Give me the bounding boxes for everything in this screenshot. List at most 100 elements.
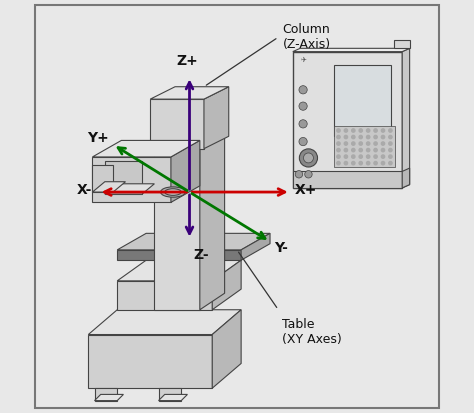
- Polygon shape: [212, 310, 241, 388]
- Polygon shape: [293, 48, 410, 52]
- Ellipse shape: [165, 189, 181, 195]
- Circle shape: [382, 148, 384, 152]
- Circle shape: [359, 129, 363, 132]
- Circle shape: [299, 102, 307, 110]
- Circle shape: [374, 142, 377, 145]
- Circle shape: [337, 135, 340, 139]
- Circle shape: [299, 138, 307, 146]
- Circle shape: [359, 142, 363, 145]
- Circle shape: [366, 148, 370, 152]
- Circle shape: [374, 135, 377, 139]
- Text: Column
(Z-Axis): Column (Z-Axis): [283, 23, 330, 51]
- Polygon shape: [204, 87, 229, 149]
- Circle shape: [359, 161, 363, 165]
- Text: Table
(XY Axes): Table (XY Axes): [283, 318, 342, 346]
- Circle shape: [337, 148, 340, 152]
- Polygon shape: [293, 52, 402, 188]
- Text: X+: X+: [295, 183, 317, 197]
- Polygon shape: [94, 388, 117, 401]
- Circle shape: [389, 148, 392, 152]
- Circle shape: [344, 161, 347, 165]
- Polygon shape: [402, 168, 410, 188]
- Circle shape: [389, 142, 392, 145]
- Polygon shape: [92, 165, 113, 192]
- Polygon shape: [88, 335, 212, 388]
- Circle shape: [374, 148, 377, 152]
- Circle shape: [299, 120, 307, 128]
- Circle shape: [382, 142, 384, 145]
- Polygon shape: [117, 250, 241, 260]
- Polygon shape: [171, 140, 200, 202]
- Circle shape: [344, 142, 347, 145]
- Polygon shape: [212, 260, 241, 310]
- Polygon shape: [105, 184, 155, 194]
- Polygon shape: [155, 120, 225, 136]
- Ellipse shape: [161, 187, 185, 197]
- Circle shape: [352, 155, 355, 158]
- Circle shape: [305, 171, 312, 178]
- Text: Z-: Z-: [194, 248, 209, 262]
- Polygon shape: [117, 260, 241, 281]
- Text: Z+: Z+: [176, 54, 198, 68]
- Circle shape: [295, 171, 303, 178]
- Circle shape: [389, 155, 392, 158]
- Circle shape: [389, 161, 392, 165]
- Polygon shape: [293, 171, 402, 188]
- Text: X-: X-: [77, 183, 92, 197]
- Polygon shape: [88, 310, 241, 335]
- Circle shape: [366, 161, 370, 165]
- Circle shape: [303, 153, 313, 163]
- Circle shape: [352, 161, 355, 165]
- Polygon shape: [241, 233, 270, 260]
- Text: Y+: Y+: [87, 131, 109, 145]
- Polygon shape: [158, 394, 187, 401]
- Circle shape: [366, 135, 370, 139]
- Polygon shape: [105, 161, 142, 194]
- Polygon shape: [92, 182, 126, 192]
- Circle shape: [366, 129, 370, 132]
- Circle shape: [344, 135, 347, 139]
- Circle shape: [344, 129, 347, 132]
- Polygon shape: [155, 136, 200, 310]
- Circle shape: [352, 129, 355, 132]
- Circle shape: [374, 129, 377, 132]
- Polygon shape: [334, 65, 391, 136]
- Circle shape: [344, 155, 347, 158]
- Polygon shape: [117, 281, 212, 310]
- Polygon shape: [92, 157, 171, 202]
- Circle shape: [382, 135, 384, 139]
- Polygon shape: [150, 87, 229, 99]
- Circle shape: [300, 149, 318, 167]
- Circle shape: [337, 161, 340, 165]
- Polygon shape: [92, 140, 200, 157]
- Polygon shape: [394, 40, 410, 48]
- Circle shape: [382, 155, 384, 158]
- Circle shape: [352, 142, 355, 145]
- Circle shape: [352, 135, 355, 139]
- Polygon shape: [117, 233, 270, 250]
- Polygon shape: [402, 48, 410, 188]
- Circle shape: [359, 135, 363, 139]
- Circle shape: [299, 85, 307, 94]
- Circle shape: [366, 155, 370, 158]
- Circle shape: [359, 148, 363, 152]
- Circle shape: [374, 161, 377, 165]
- Polygon shape: [200, 120, 225, 310]
- Text: Y-: Y-: [274, 241, 288, 255]
- Text: ✈: ✈: [300, 57, 306, 63]
- Circle shape: [352, 148, 355, 152]
- Polygon shape: [94, 394, 123, 401]
- Circle shape: [344, 148, 347, 152]
- Circle shape: [337, 155, 340, 158]
- Circle shape: [366, 142, 370, 145]
- Circle shape: [389, 135, 392, 139]
- Circle shape: [389, 129, 392, 132]
- Circle shape: [337, 142, 340, 145]
- Circle shape: [359, 155, 363, 158]
- Polygon shape: [334, 126, 394, 167]
- Circle shape: [374, 155, 377, 158]
- Polygon shape: [158, 388, 181, 401]
- Polygon shape: [150, 99, 204, 149]
- Circle shape: [382, 161, 384, 165]
- Circle shape: [382, 129, 384, 132]
